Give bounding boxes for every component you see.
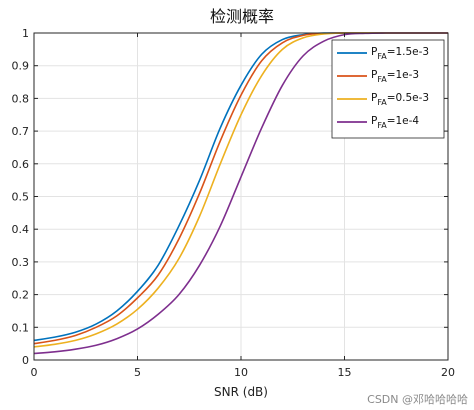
x-tick-label: 15	[338, 366, 352, 379]
x-tick-label: 10	[234, 366, 248, 379]
y-tick-label: 0.5	[12, 191, 30, 204]
y-tick-label: 0.7	[12, 125, 30, 138]
x-axis-label: SNR (dB)	[214, 385, 268, 399]
legend-entry: PFA=1e-4	[371, 115, 419, 130]
y-tick-label: 0	[22, 354, 29, 367]
y-tick-label: 0.1	[12, 321, 30, 334]
x-tick-label: 20	[441, 366, 455, 379]
y-tick-label: 0.6	[12, 158, 30, 171]
watermark: CSDN @邓哈哈哈哈	[367, 393, 468, 406]
legend-entry: PFA=1e-3	[371, 69, 419, 84]
tick-labels: 0 5 10 15 20 0 0.1 0.2 0.3 0.4 0.5 0.6 0.7 0.8 0.9 1	[12, 27, 456, 379]
y-tick-label: 0.8	[12, 92, 30, 105]
axes-frame	[33, 32, 449, 361]
y-tick-label: 0.4	[12, 223, 30, 236]
legend-entry: PFA=0.5e-3	[371, 92, 429, 107]
x-tick-label: 0	[31, 366, 38, 379]
y-tick-label: 0.3	[12, 256, 30, 269]
y-tick-label: 0.2	[12, 289, 30, 302]
x-tick-label: 5	[134, 366, 141, 379]
y-tick-label: 1	[22, 27, 29, 40]
legend-entry: PFA=1.5e-3	[371, 46, 429, 61]
chart-title: 检测概率	[210, 7, 274, 26]
y-tick-label: 0.9	[12, 60, 30, 73]
legend: PFA=1.5e-3 PFA=1e-3 PFA=0.5e-3 PFA=1e-4	[331, 39, 445, 139]
